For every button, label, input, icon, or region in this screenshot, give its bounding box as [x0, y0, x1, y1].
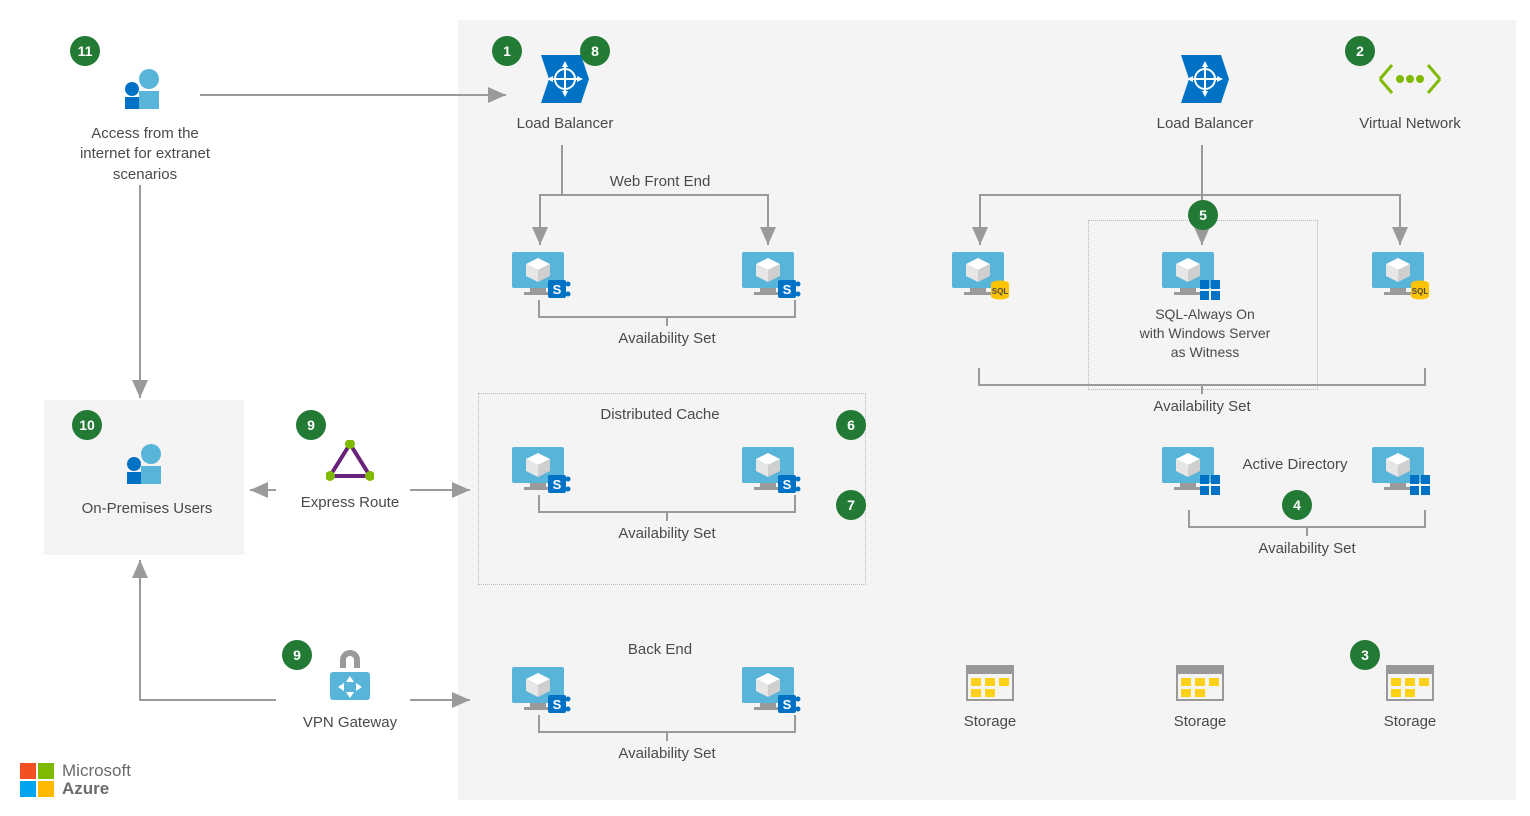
badge-11: 11: [70, 36, 100, 66]
badge-5: 5: [1188, 200, 1218, 230]
badge-1: 1: [492, 36, 522, 66]
badge-6: 6: [836, 410, 866, 440]
badge-10: 10: [72, 410, 102, 440]
badge-3: 3: [1350, 640, 1380, 670]
connectors: [0, 0, 1530, 816]
badge-4: 4: [1282, 490, 1312, 520]
badge-2: 2: [1345, 36, 1375, 66]
badge-9a: 9: [296, 410, 326, 440]
badge-7: 7: [836, 490, 866, 520]
badge-8: 8: [580, 36, 610, 66]
diagram-canvas: Access from the internet for extranet sc…: [0, 0, 1530, 816]
badge-9b: 9: [282, 640, 312, 670]
